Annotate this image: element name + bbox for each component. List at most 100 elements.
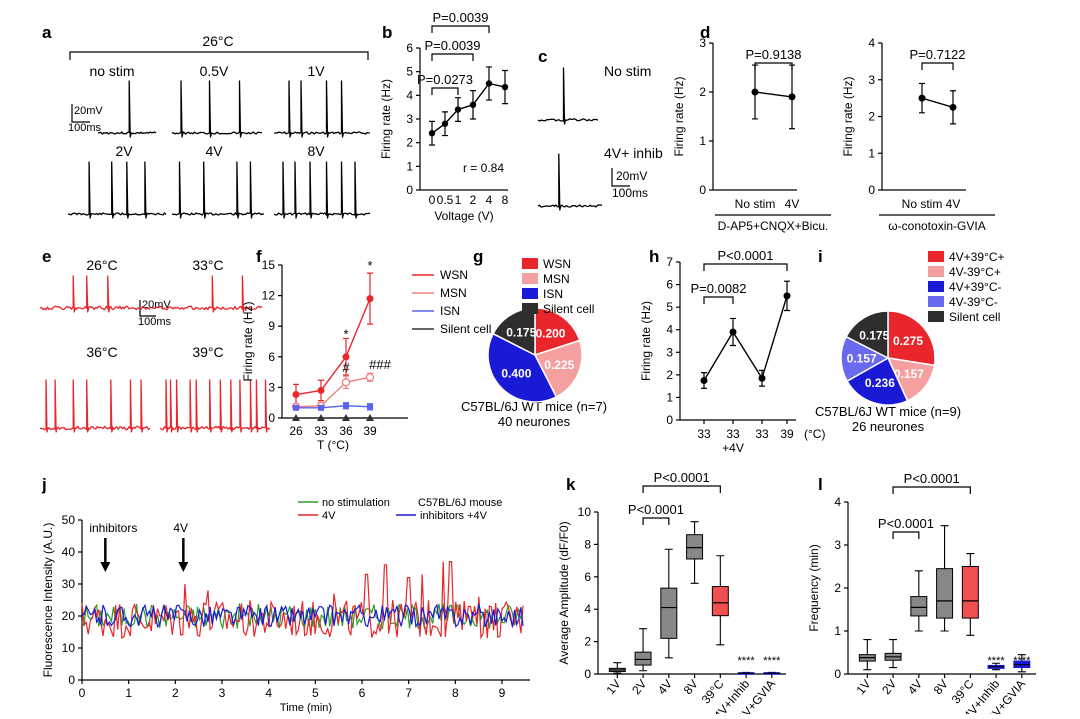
panel-l-box — [936, 568, 954, 619]
panel-l-whisker — [889, 639, 898, 669]
panel-c-scalebar — [611, 168, 630, 187]
panel-i-legend-label: Silent cell — [949, 310, 1000, 324]
panel-l-whisker — [940, 525, 949, 632]
panel-i-slice-label: 0.157 — [847, 352, 877, 366]
panel-j-legend-label: no stimulation — [322, 497, 390, 509]
panel-l-x-tick-label: 8V — [931, 677, 951, 697]
panel-b-x-tick-label: 4 — [486, 193, 493, 207]
panel-k-box — [711, 586, 729, 617]
panel-i-slice — [845, 310, 889, 360]
panel-f-point — [318, 404, 324, 411]
panel-f-x-tick-label: 36 — [339, 424, 353, 438]
panel-k-x-tick-label: 1V — [603, 677, 623, 697]
panel-c-trace-label-0: No stim — [604, 63, 651, 79]
panel-g-legend-label: MSN — [543, 272, 570, 286]
panel-j-x-tick-label: 9 — [499, 686, 506, 700]
panel-i-slice-label: 0.236 — [865, 376, 895, 390]
panel-l-box — [910, 596, 928, 617]
panel-a-cond-4: 4V — [205, 143, 223, 159]
panel-b-y-tick-label: 6 — [406, 41, 413, 55]
panel-j-x-tick-label: 8 — [452, 686, 459, 700]
panel-d2-y-tick-label: 2 — [868, 110, 875, 124]
panel-d1-y-tick-label: 3 — [699, 36, 706, 50]
panel-label-k: k — [566, 475, 576, 494]
panel-i-slice — [840, 335, 890, 383]
panel-h-y-tick-label: 6 — [666, 278, 673, 292]
panel-e-cond-0: 26°C — [86, 257, 117, 273]
panel-d2-x-tick-label: 4V — [946, 197, 961, 211]
panel-f-point — [365, 373, 375, 382]
panel-l-bracket-label: P<0.0001 — [904, 471, 960, 486]
panel-label-e: e — [42, 247, 51, 266]
panel-d1-x-label: D-AP5+CNQX+Bicu. — [718, 219, 829, 233]
panel-a-title: 26°C — [202, 33, 233, 49]
panel-e-cond-3: 39°C — [192, 344, 223, 360]
panel-k-whisker — [664, 548, 673, 659]
panel-l-whisker — [863, 639, 872, 671]
panel-i-slice — [846, 356, 909, 406]
panel-k-box — [660, 587, 678, 639]
panel-k-box — [634, 651, 652, 666]
trace-a-4V — [171, 161, 265, 219]
panel-h-y-tick-label: 7 — [666, 255, 673, 269]
panel-d2-y-tick-label: 3 — [868, 73, 875, 87]
panel-d2-y-tick-label: 0 — [868, 183, 875, 197]
panel-f-legend-label: MSN — [440, 286, 467, 300]
panel-g-legend-swatch — [522, 288, 538, 299]
panel-k-x-tick-label: 4V — [655, 677, 675, 697]
panel-k-x-tick-label: 8V — [681, 677, 701, 697]
panel-d2-x-tick-label: No stim — [902, 197, 943, 211]
panel-j-y-tick-label: 30 — [62, 577, 76, 591]
panel-k-y-tick-label: 6 — [584, 570, 591, 584]
panel-b-bracket — [431, 87, 459, 95]
panel-k-bracket-label: P<0.0001 — [628, 502, 684, 517]
panel-h-bracket — [703, 296, 734, 304]
panel-k-whisker — [639, 628, 648, 672]
panel-f-point — [366, 414, 374, 421]
trace-e-39 — [159, 379, 271, 433]
panel-j-y-label: Fluorescence Intensity (A.U.) — [41, 523, 55, 678]
panel-label-d: d — [700, 23, 710, 42]
panel-b-bracket — [431, 25, 490, 33]
panel-i-caption-2: 26 neurones — [852, 419, 925, 434]
panel-f-annotation: * — [343, 326, 348, 341]
panel-l-x-tick-label: 4V — [905, 677, 925, 697]
panel-j-x-tick-label: 2 — [172, 686, 179, 700]
panel-j-y-tick-label: 0 — [68, 673, 75, 687]
panel-f-x-tick-label: 39 — [363, 424, 377, 438]
panel-a-cond-0: no stim — [89, 63, 134, 79]
panel-g-caption-1: C57BL/6J WT mice (n=7) — [461, 399, 607, 414]
panel-d1-series-line — [754, 91, 793, 98]
panel-f-legend-label: WSN — [440, 268, 468, 282]
panel-b-x-tick-label: 8 — [502, 193, 509, 207]
panel-b-x-tick-label: 0 — [429, 193, 436, 207]
panel-f-point — [366, 295, 374, 303]
panel-l-box — [961, 566, 979, 619]
panel-j-annotation: inhibitors — [89, 521, 137, 535]
panel-k-bracket-label: P<0.0001 — [654, 470, 710, 485]
panel-d2-y-tick-label: 1 — [868, 146, 875, 160]
panel-g-legend-label: WSN — [543, 257, 571, 271]
panel-b-x-tick-label: 2 — [470, 193, 477, 207]
panel-e-traces — [39, 275, 271, 433]
panel-c-scale-t: 100ms — [612, 186, 648, 200]
panel-b-point — [469, 101, 477, 109]
panel-b-y-tick-label: 0 — [406, 183, 413, 197]
panel-j-x-tick-label: 0 — [79, 686, 86, 700]
panel-e-cond-1: 33°C — [192, 257, 223, 273]
panel-g-legend-swatch — [522, 258, 538, 269]
panel-label-a: a — [42, 23, 52, 42]
panel-a-scalebar — [71, 104, 90, 123]
panel-b-x-label: Voltage (V) — [434, 209, 493, 223]
panel-f-point — [317, 386, 325, 394]
panel-j-y-tick-label: 10 — [62, 641, 76, 655]
panel-g-slice — [487, 332, 558, 403]
panel-i-slice-label: 0.175 — [859, 329, 889, 343]
panel-g-slice-label: 0.200 — [535, 327, 565, 341]
panel-g-legend-swatch — [522, 303, 538, 314]
panel-h-y-tick-label: 4 — [666, 323, 673, 337]
panel-l-y-tick-label: 1 — [834, 624, 841, 638]
panel-label-f: f — [256, 247, 262, 266]
panel-i-legend-label: 4V+39°C+ — [949, 250, 1005, 264]
panel-d1-y-tick-label: 1 — [699, 134, 706, 148]
